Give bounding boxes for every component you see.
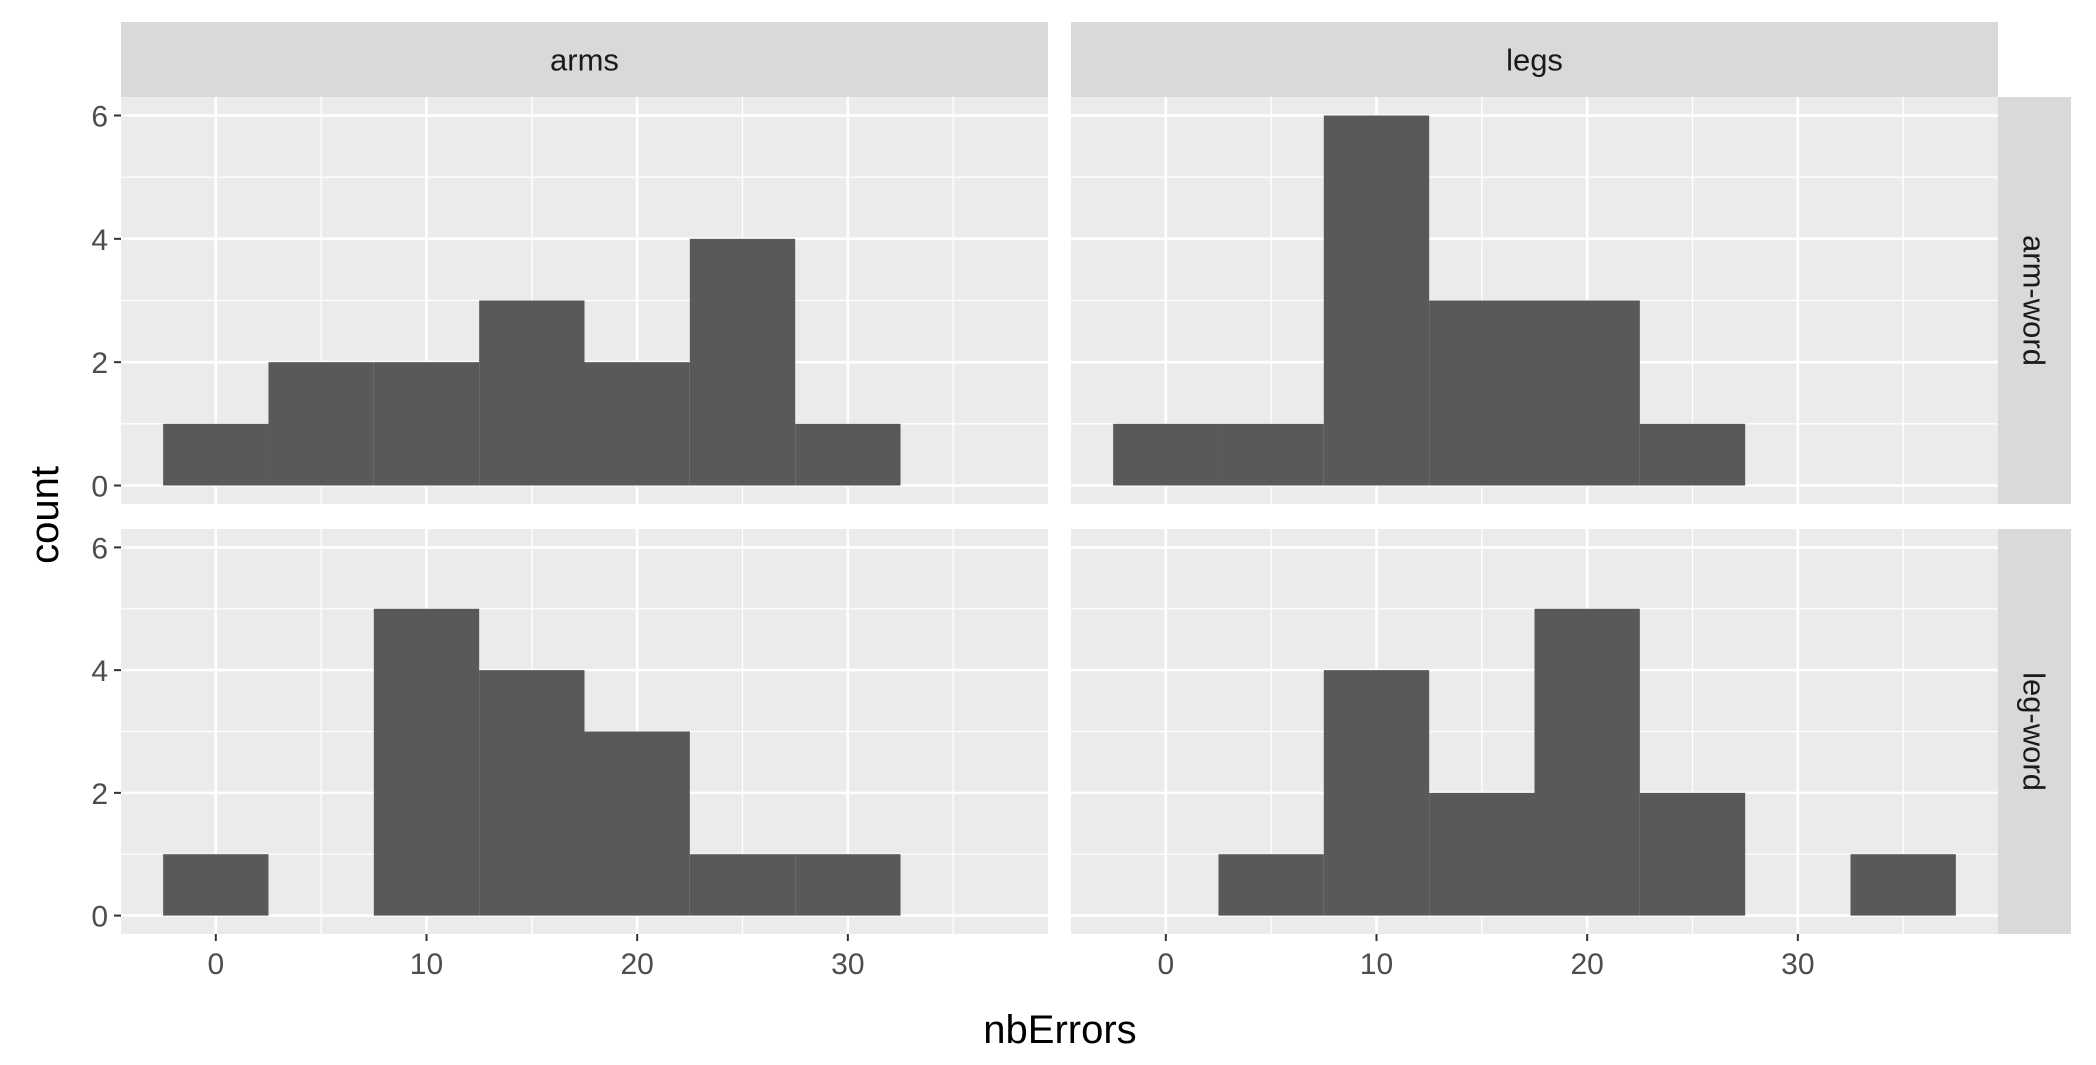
y-tick-label: 6 [91,101,108,134]
facet-strip-top [121,22,1048,97]
facet-strip-right [1998,529,2071,934]
histogram-bar [373,608,480,916]
histogram-bar [1113,423,1219,486]
histogram-bar [689,854,796,916]
facet-strip-label-leg-word: leg-word [2017,672,2052,791]
x-tick-label: 30 [1781,948,1814,981]
facet-strip-top [1071,22,1998,97]
facet-panel-arms-leg-word: 0 2 4 6 0 10 20 30 [91,529,1048,981]
histogram-bar [1218,854,1324,916]
histogram-bar [373,362,480,486]
y-tick-label: 0 [91,901,108,934]
facet-strip-right [1998,97,2071,504]
histogram-bar [268,362,374,486]
histogram-bar [1218,423,1324,486]
x-tick-label: 20 [620,948,653,981]
x-tick-label: 0 [207,948,224,981]
plot-area: 0 2 4 6 0 2 4 6 0 10 20 30 0 10 20 30 arms legs arm-word le… [91,22,2071,981]
histogram-bar [1639,423,1746,486]
y-tick-label: 6 [91,532,108,565]
histogram-bar [1850,854,1956,916]
histogram-bar [1429,300,1535,486]
y-axis-title: count [23,466,67,564]
x-axis-title: nbErrors [983,1008,1136,1052]
facet-strip-label-legs: legs [1506,43,1563,78]
x-tick-label: 20 [1570,948,1603,981]
histogram-bar [163,423,269,486]
histogram-bar [689,238,796,486]
facet-panel-legs-leg-word: 0 10 20 30 [1071,529,1998,981]
x-tick-label: 0 [1157,948,1174,981]
histogram-bar [163,854,269,916]
histogram-bar [1323,670,1430,916]
facet-panel-arms-arm-word: 0 2 4 6 [91,97,1048,504]
histogram-bar [479,670,585,916]
y-tick-label: 4 [91,224,108,257]
facet-strip-label-arm-word: arm-word [2017,235,2052,366]
histogram-bar [1534,608,1640,916]
histogram-bar [795,854,901,916]
histogram-bar [1323,115,1430,486]
histogram-bar [584,731,690,916]
facet-panel-legs-arm-word [1071,97,1998,504]
histogram-bar [584,362,690,486]
facet-strip-label-arms: arms [550,43,619,78]
x-tick-label: 30 [831,948,864,981]
y-tick-label: 2 [91,347,108,380]
x-tick-label: 10 [1360,948,1393,981]
histogram-bar [1639,792,1746,916]
y-tick-label: 0 [91,471,108,504]
histogram-bar [1534,300,1640,486]
y-tick-label: 2 [91,778,108,811]
histogram-bar [479,300,585,486]
y-tick-label: 4 [91,655,108,688]
histogram-bar [1429,792,1535,916]
x-tick-label: 10 [410,948,443,981]
histogram-bar [795,423,901,486]
